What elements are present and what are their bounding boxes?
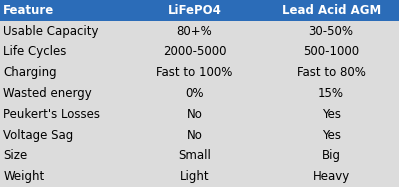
Text: 0%: 0% (185, 87, 204, 100)
Text: Life Cycles: Life Cycles (3, 45, 67, 59)
Text: No: No (187, 108, 202, 121)
Bar (126, 125, 263, 145)
Text: Charging: Charging (3, 66, 57, 79)
Text: Weight: Weight (3, 170, 44, 183)
Text: No: No (187, 128, 202, 142)
Bar (126, 83, 263, 104)
Bar (126, 145, 263, 166)
Bar (263, 83, 399, 104)
Bar (263, 62, 399, 83)
Text: LiFePO4: LiFePO4 (168, 4, 221, 17)
Text: Voltage Sag: Voltage Sag (3, 128, 73, 142)
Text: Small: Small (178, 149, 211, 162)
Text: Lead Acid AGM: Lead Acid AGM (282, 4, 381, 17)
Bar (126, 104, 263, 125)
Text: Usable Capacity: Usable Capacity (3, 25, 99, 38)
Bar (263, 104, 399, 125)
Text: Wasted energy: Wasted energy (3, 87, 92, 100)
Bar (126, 166, 263, 187)
Bar (0, 21, 126, 42)
Text: 80+%: 80+% (177, 25, 212, 38)
Text: Yes: Yes (322, 128, 341, 142)
Bar (0, 0, 126, 21)
Text: 2000-5000: 2000-5000 (163, 45, 226, 59)
Text: Fast to 100%: Fast to 100% (156, 66, 233, 79)
Bar (126, 0, 263, 21)
Text: Light: Light (180, 170, 209, 183)
Bar (0, 42, 126, 62)
Text: 500-1000: 500-1000 (303, 45, 359, 59)
Bar (126, 62, 263, 83)
Bar (0, 125, 126, 145)
Bar (263, 166, 399, 187)
Bar (126, 42, 263, 62)
Bar (126, 21, 263, 42)
Bar (0, 145, 126, 166)
Bar (263, 125, 399, 145)
Text: Big: Big (322, 149, 341, 162)
Text: Heavy: Heavy (312, 170, 350, 183)
Text: Yes: Yes (322, 108, 341, 121)
Text: 15%: 15% (318, 87, 344, 100)
Bar (263, 42, 399, 62)
Bar (0, 83, 126, 104)
Bar (0, 104, 126, 125)
Bar (0, 62, 126, 83)
Bar (263, 145, 399, 166)
Bar (263, 0, 399, 21)
Text: Feature: Feature (3, 4, 54, 17)
Text: 30-50%: 30-50% (309, 25, 354, 38)
Bar (0, 166, 126, 187)
Text: Fast to 80%: Fast to 80% (297, 66, 365, 79)
Text: Size: Size (3, 149, 28, 162)
Bar (263, 21, 399, 42)
Text: Peukert's Losses: Peukert's Losses (3, 108, 100, 121)
